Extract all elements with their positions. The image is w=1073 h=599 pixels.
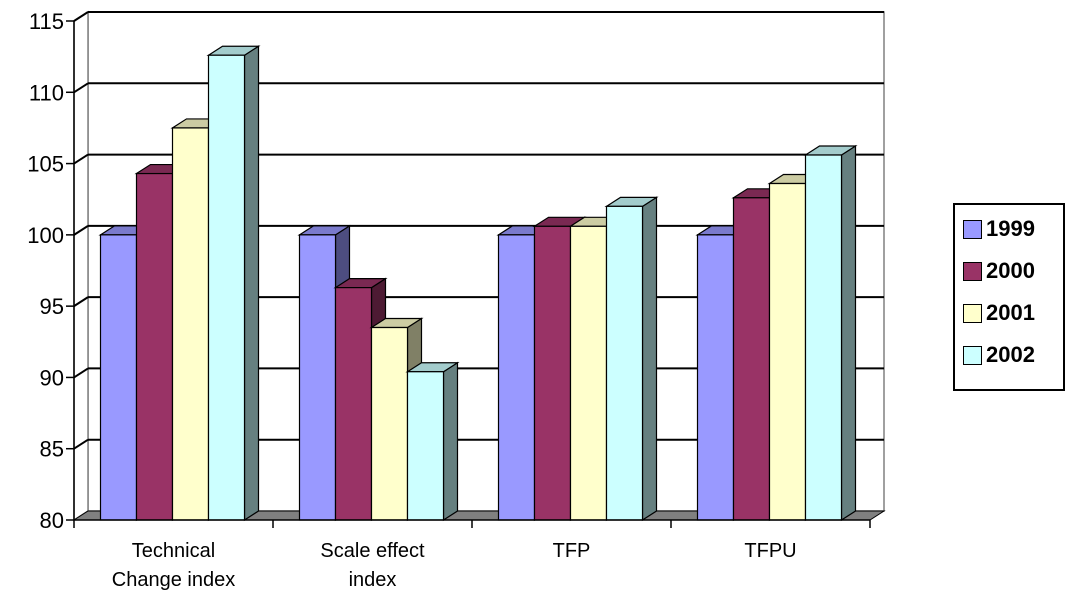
legend-label-1999: 1999 (986, 216, 1035, 241)
bar (604, 196, 659, 522)
gridline-side (73, 438, 89, 450)
bar-side (641, 196, 658, 522)
bar-front (605, 205, 644, 521)
gridline-side (73, 225, 89, 236)
x-tick-label: Scale effect (320, 540, 425, 562)
gridline-side (73, 82, 89, 94)
bar-front (406, 371, 445, 521)
bar-front (804, 154, 843, 521)
gridline-side (73, 367, 89, 379)
bar (405, 361, 460, 522)
bar-front (207, 54, 246, 521)
bar-front (370, 326, 409, 521)
bar-front (768, 182, 807, 521)
legend-label-2002: 2002 (986, 342, 1035, 367)
legend-swatch-2002 (963, 345, 982, 365)
y-tick-label: 105 (27, 152, 64, 177)
legend-item-2002: 2002 (963, 340, 1035, 370)
bar (206, 45, 261, 522)
bar-side (442, 361, 459, 522)
x-tick-label: index (349, 569, 397, 591)
legend-label-2001: 2001 (986, 300, 1035, 325)
bar (803, 144, 858, 522)
gridline-side (73, 296, 89, 307)
legend-item-2000: 2000 (963, 256, 1035, 286)
legend-item-2001: 2001 (963, 298, 1035, 328)
bar-front (334, 287, 373, 521)
bar-front (533, 225, 572, 521)
x-tick-label: Change index (112, 569, 235, 591)
bar-front (696, 234, 735, 521)
y-tick-label: 80 (40, 508, 64, 533)
bar-front (99, 234, 138, 521)
x-tick-label: TFP (553, 540, 591, 562)
x-tick-label: Technical (132, 540, 215, 562)
gridline-side (73, 153, 89, 165)
y-tick-label: 115 (29, 9, 64, 34)
legend-swatch-2001 (963, 303, 982, 323)
gridline-side (73, 11, 89, 22)
bar-front (569, 225, 608, 521)
legend-swatch-2000 (963, 261, 982, 281)
legend-item-1999: 1999 (963, 214, 1035, 244)
y-tick-label: 90 (40, 365, 64, 390)
y-tick-label: 85 (40, 437, 64, 462)
x-tick-label: TFPU (744, 540, 796, 562)
bar-front (135, 172, 174, 521)
bar-front (298, 234, 337, 521)
x-axis-labels: Technical Change index Scale effect index TF… (73, 520, 871, 591)
y-axis-ticks: 80 85 90 95 100 105 110 115 (27, 9, 74, 533)
y-tick-label: 100 (27, 223, 64, 248)
legend-swatch-1999 (963, 219, 982, 239)
bar-side (243, 45, 260, 522)
bar-side (840, 144, 857, 522)
legend: 1999 2000 2001 2002 (953, 203, 1065, 391)
bar-front (497, 234, 536, 521)
y-tick-label: 110 (29, 80, 64, 105)
bar-front (732, 197, 771, 521)
y-tick-label: 95 (40, 294, 64, 319)
bars (98, 45, 858, 522)
bar-front (171, 127, 210, 521)
legend-label-2000: 2000 (986, 258, 1035, 283)
